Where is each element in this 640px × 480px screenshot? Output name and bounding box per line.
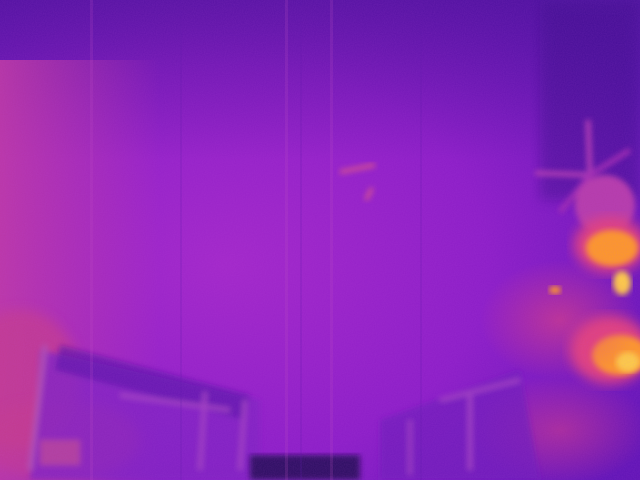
thermal-scene [0, 0, 640, 480]
sensor-noise [0, 0, 640, 480]
thermal-image-frame [0, 0, 640, 480]
